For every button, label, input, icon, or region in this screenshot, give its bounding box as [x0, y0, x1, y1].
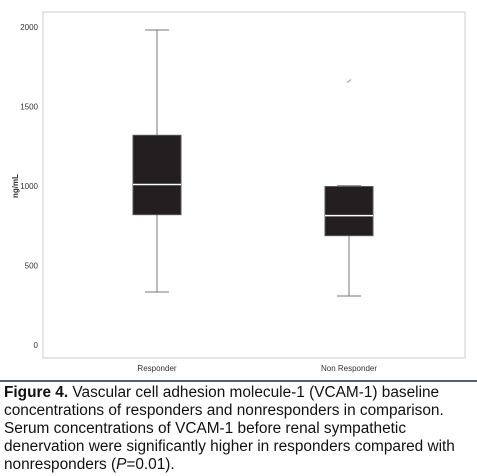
box	[132, 134, 182, 216]
y-tick-label: 0	[34, 341, 39, 350]
caption-label: Figure 4.	[4, 384, 69, 401]
caption-italic: P	[116, 456, 127, 473]
y-tick-label: 1500	[20, 103, 38, 112]
chart: ng/mL 0 500 1000 1500 2000 Responder Non Respo…	[0, 11, 477, 382]
y-tick-label: 2000	[20, 23, 38, 32]
caption-text: Vascular cell adhesion molecule-1 (VCAM-…	[4, 384, 455, 473]
box	[324, 186, 374, 237]
outlier	[346, 79, 352, 83]
x-tick-label: Non Responder	[321, 364, 377, 373]
x-tick-label: Responder	[137, 364, 176, 373]
caption-text-end: =0.01).	[126, 456, 175, 473]
plot-frame	[42, 11, 466, 359]
y-axis-label: ng/mL	[11, 174, 20, 198]
caption: Figure 4. Vascular cell adhesion molecul…	[4, 384, 474, 474]
y-tick-label: 1000	[20, 182, 38, 191]
y-tick-label: 500	[25, 262, 39, 271]
